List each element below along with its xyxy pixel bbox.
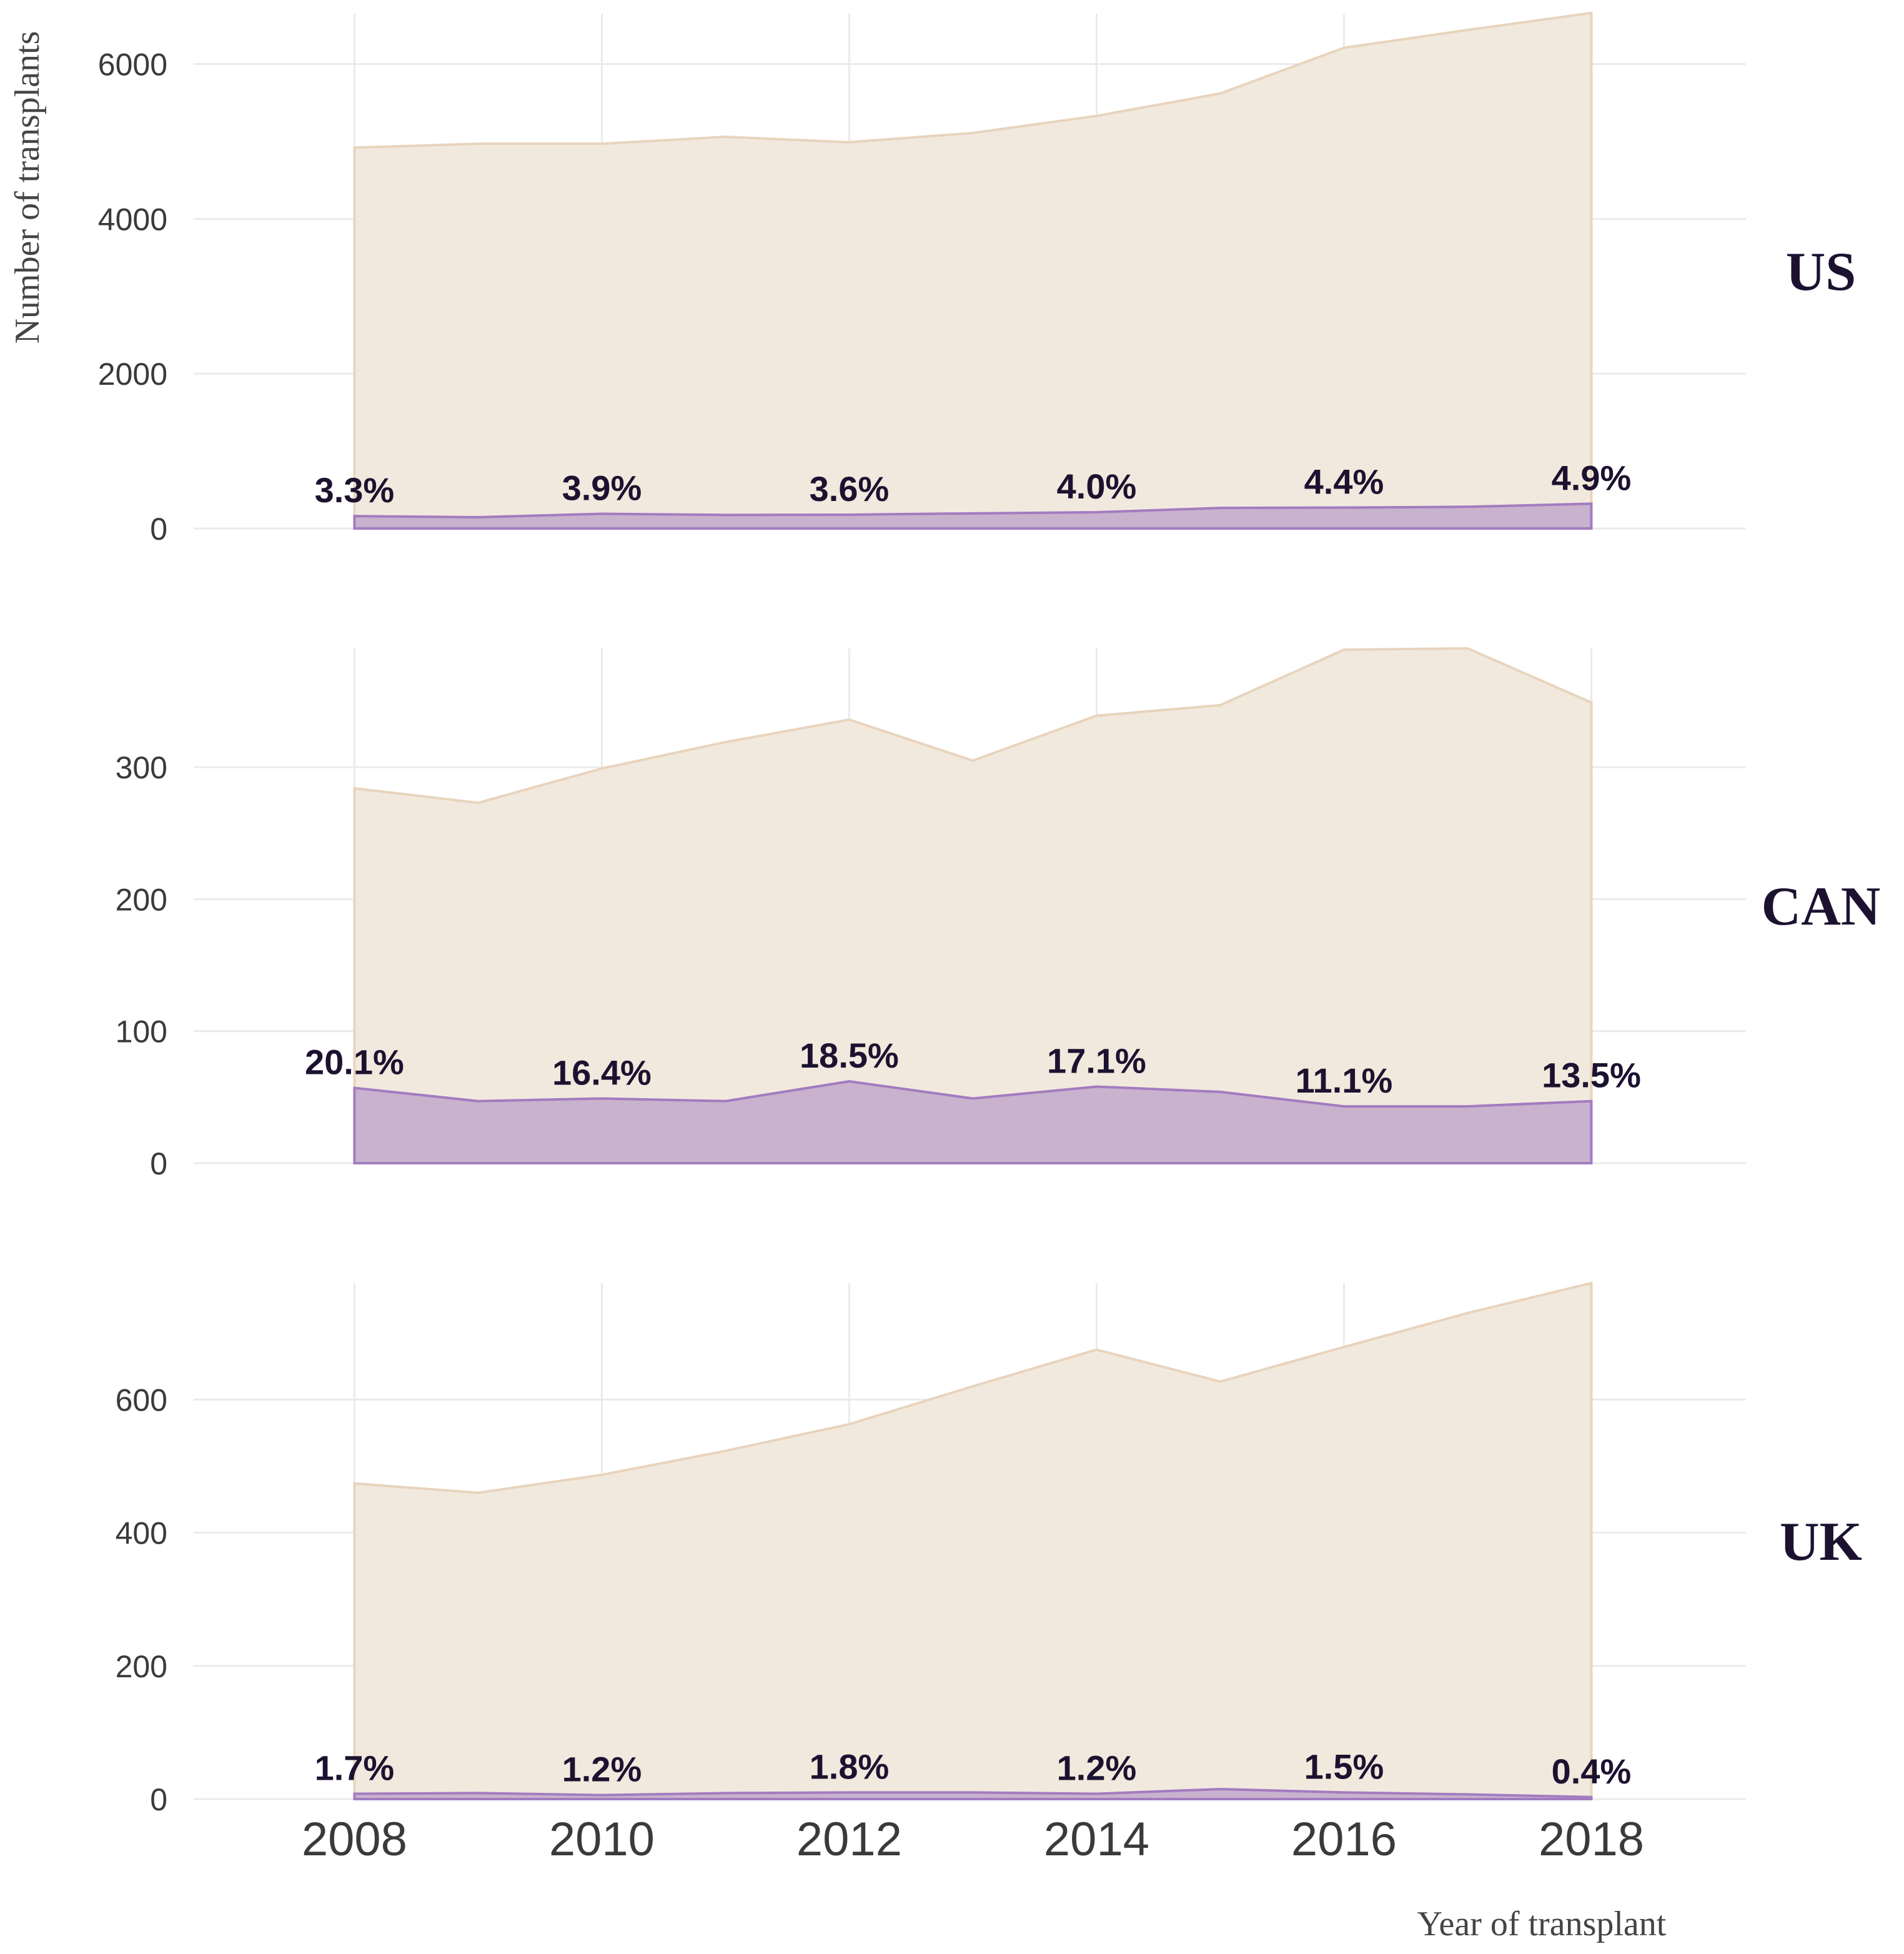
percent-label: 13.5%: [1542, 1056, 1641, 1095]
x-tick-label: 2010: [549, 1813, 655, 1866]
percent-label: 18.5%: [800, 1036, 899, 1075]
subset-area-us: [353, 502, 1593, 530]
facet-label-us: US: [1786, 242, 1857, 302]
percent-label: 3.6%: [810, 469, 890, 508]
y-tick-label: 6000: [98, 47, 167, 82]
percent-label: 4.0%: [1057, 467, 1137, 506]
percent-label: 4.9%: [1552, 458, 1632, 497]
y-tick-label: 4000: [98, 202, 167, 237]
percent-label: 17.1%: [1047, 1041, 1146, 1080]
y-tick-label: 0: [150, 1146, 167, 1181]
facet-label-uk: UK: [1780, 1512, 1862, 1572]
facet-label-can: CAN: [1762, 876, 1881, 937]
subset-area-can: [353, 1079, 1593, 1164]
y-axis-title: Number of transplants: [8, 31, 47, 344]
percent-label: 20.1%: [305, 1043, 404, 1082]
percent-label: 16.4%: [552, 1053, 652, 1092]
percent-label: 1.8%: [810, 1747, 890, 1786]
y-tick-label: 200: [116, 1649, 167, 1684]
y-tick-label: 400: [116, 1516, 167, 1551]
y-tick-label: 2000: [98, 357, 167, 392]
total-area-can: [353, 647, 1593, 1164]
subset-area-uk: [353, 1788, 1593, 1800]
x-axis-title: Year of transplant: [1417, 1905, 1667, 1943]
y-tick-label: 0: [150, 512, 167, 547]
percent-label: 1.2%: [562, 1750, 642, 1789]
x-tick-label: 2016: [1291, 1813, 1397, 1866]
panel-can: 0 100 200 300 20.1% 16.4% 18.5% 17.1% 11.1% 13.5%…: [116, 647, 1881, 1181]
percent-label: 3.3%: [315, 470, 395, 510]
percent-label: 1.7%: [315, 1748, 395, 1787]
y-tick-label: 300: [116, 750, 167, 785]
x-tick-label: 2008: [302, 1813, 407, 1866]
total-area-us: [353, 11, 1593, 530]
percent-label: 0.4%: [1552, 1752, 1632, 1791]
total-area-uk: [353, 1281, 1593, 1800]
panel-us: 0 2000 4000 6000 3.3% 3.9% 3.6% 4.0% 4.4% 4.9% US: [98, 11, 1857, 547]
percent-label: 1.5%: [1304, 1747, 1384, 1786]
x-tick-label: 2012: [796, 1813, 902, 1866]
y-tick-label: 200: [116, 882, 167, 917]
x-tick-label: 2018: [1539, 1813, 1644, 1866]
percent-label: 4.4%: [1304, 462, 1384, 502]
percent-label: 1.2%: [1057, 1748, 1137, 1787]
percent-label: 11.1%: [1296, 1061, 1393, 1100]
y-tick-label: 100: [116, 1014, 167, 1049]
percent-label: 3.9%: [562, 468, 642, 507]
panel-uk: 0 200 400 600 1.7% 1.2% 1.8% 1.2% 1.5% 0.4% UK: [116, 1281, 1862, 1817]
y-tick-label: 0: [150, 1782, 167, 1817]
x-tick-label: 2014: [1044, 1813, 1149, 1866]
y-tick-label: 600: [116, 1383, 167, 1418]
